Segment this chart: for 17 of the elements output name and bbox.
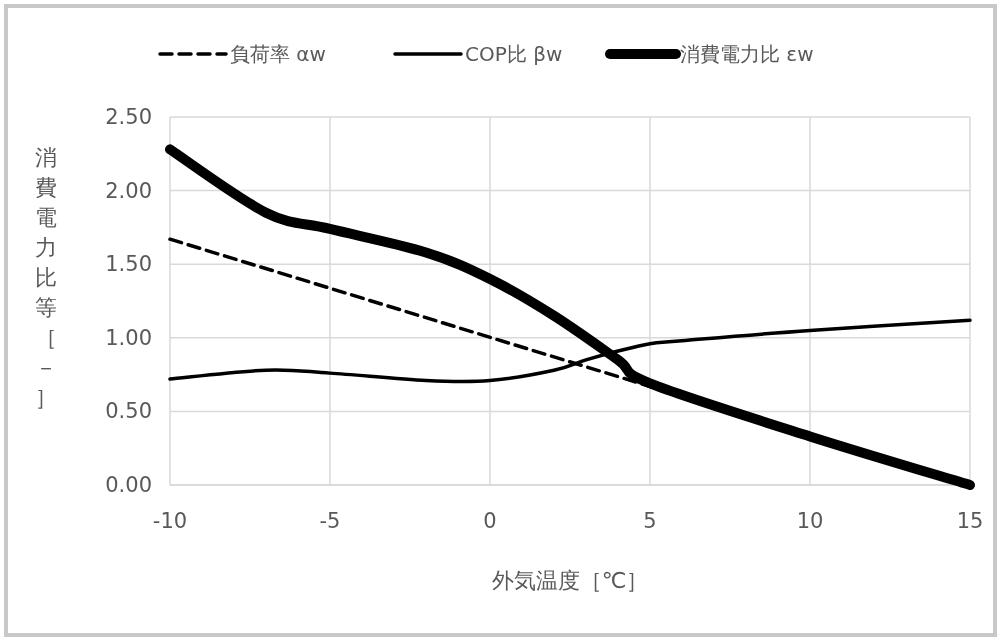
legend-label: 消費電力比 εw (680, 42, 814, 66)
y-tick-label: 2.50 (105, 105, 152, 129)
x-tick-label: 10 (796, 509, 824, 533)
x-axis-title: 外気温度［℃］ (491, 568, 649, 593)
y-tick-label: 0.00 (105, 473, 152, 497)
x-tick-label: -5 (319, 509, 341, 533)
x-tick-label: 5 (643, 509, 657, 533)
y-tick-label: 1.50 (105, 252, 152, 277)
y-tick-label: 0.50 (105, 399, 152, 424)
y-tick-label: 2.00 (105, 178, 152, 203)
y-axis-title: 消費電力比等［－］ (35, 145, 57, 410)
legend-label: 負荷率 αw (230, 42, 326, 66)
x-tick-label: 15 (956, 509, 984, 533)
legend-label: COP比 βw (465, 42, 563, 66)
y-tick-label: 1.00 (105, 325, 152, 350)
x-tick-label: 0 (483, 509, 497, 533)
x-tick-label: -10 (152, 509, 188, 533)
